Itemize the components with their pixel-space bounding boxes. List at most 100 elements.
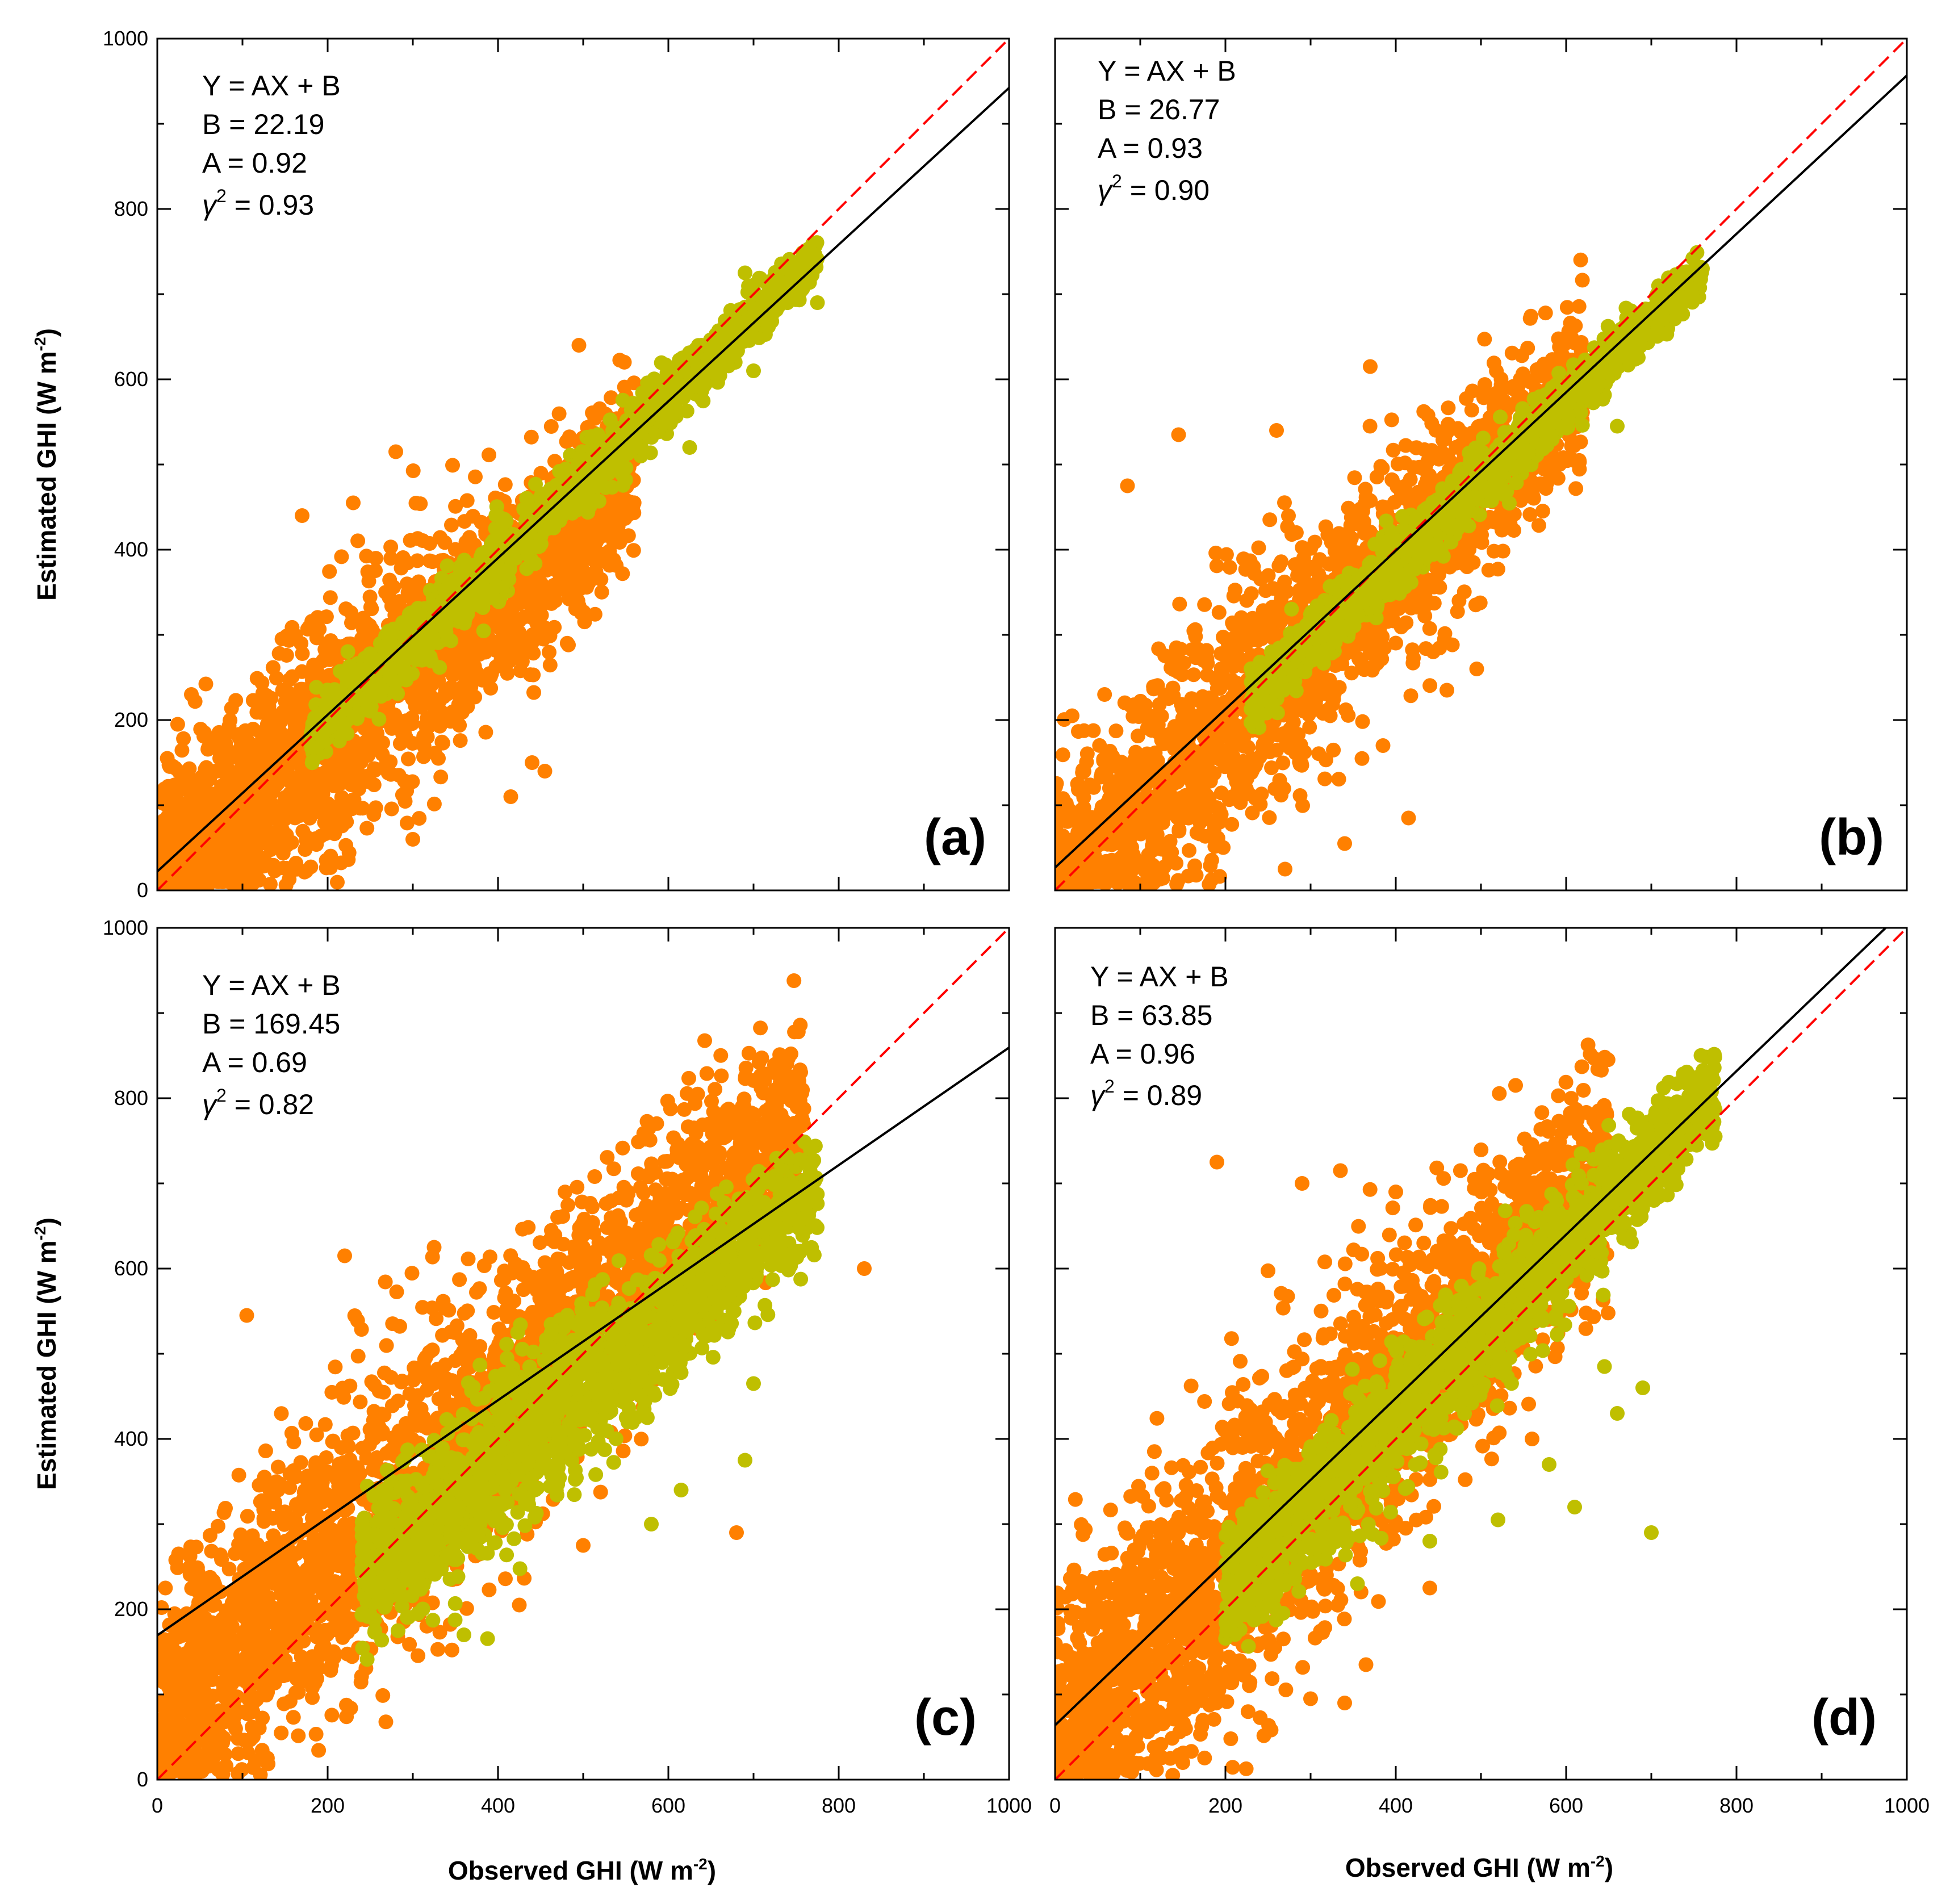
panel-b: Y = AX + B B = 26.77 A = 0.93 γ2 = 0.90 …: [1054, 37, 1908, 892]
plot-area: [1054, 37, 1908, 892]
data-point: [484, 666, 499, 681]
data-point: [367, 763, 382, 778]
data-point: [1477, 332, 1492, 347]
data-point: [415, 533, 430, 548]
data-point: [218, 726, 233, 742]
data-point: [453, 733, 468, 748]
data-point: [330, 874, 345, 890]
data-point: [221, 823, 237, 838]
data-point: [706, 336, 721, 351]
one-to-one-line: [157, 39, 1009, 890]
data-point: [1481, 563, 1496, 578]
data-point: [403, 533, 418, 548]
data-point: [520, 547, 535, 562]
data-point: [418, 718, 433, 733]
data-point: [219, 758, 234, 773]
data-point: [384, 801, 399, 817]
data-point: [294, 636, 309, 651]
data-point: [530, 610, 546, 626]
data-point: [278, 877, 294, 890]
data-point: [271, 767, 286, 782]
data-point: [1328, 658, 1343, 673]
data-point: [361, 574, 376, 589]
data-point: [1355, 714, 1370, 729]
r-squared-superscript: 2: [216, 186, 227, 206]
data-point: [476, 623, 491, 638]
data-point: [1573, 252, 1588, 267]
data-point: [593, 527, 608, 542]
data-point: [187, 877, 202, 890]
data-point: [366, 807, 382, 822]
data-point: [256, 810, 271, 826]
data-point: [388, 444, 403, 459]
data-point: [551, 406, 567, 421]
data-point: [397, 727, 412, 742]
data-point: [416, 749, 431, 764]
data-point: [1386, 442, 1401, 458]
data-point: [477, 589, 492, 605]
data-point: [510, 614, 525, 630]
data-point: [357, 693, 372, 709]
data-point: [1219, 547, 1234, 562]
data-point: [679, 403, 694, 419]
data-point: [292, 744, 307, 759]
data-point: [334, 549, 349, 564]
data-point: [770, 283, 785, 298]
data-point: [568, 601, 583, 617]
data-point: [548, 593, 563, 608]
data-point: [1187, 622, 1203, 637]
data-point: [1317, 771, 1333, 786]
data-point: [370, 685, 386, 701]
data-point: [593, 476, 608, 492]
data-point: [223, 746, 238, 761]
data-point: [341, 852, 356, 867]
data-point: [338, 601, 354, 617]
data-point: [346, 495, 361, 510]
data-point: [196, 807, 211, 822]
data-point: [802, 275, 817, 290]
data-point: [168, 811, 183, 826]
data-point: [560, 574, 575, 589]
data-point: [654, 355, 669, 370]
data-point: [160, 751, 175, 766]
data-point: [696, 394, 711, 409]
data-point: [534, 495, 549, 510]
data-point: [575, 533, 591, 549]
data-point: [1294, 756, 1309, 771]
data-point: [395, 787, 410, 802]
data-point: [1531, 518, 1546, 533]
data-point: [350, 533, 366, 549]
data-point: [350, 770, 365, 785]
data-point: [575, 467, 590, 483]
data-point: [1251, 540, 1266, 555]
data-point: [1575, 273, 1590, 288]
data-point: [476, 644, 492, 659]
data-point: [404, 710, 420, 726]
data-point: [176, 823, 191, 838]
data-point: [682, 440, 697, 455]
data-point: [543, 419, 559, 434]
data-point: [383, 551, 399, 566]
equation-line-2: B = 22.19: [202, 108, 324, 140]
data-point: [394, 560, 409, 576]
data-point: [298, 800, 313, 815]
data-point: [721, 350, 737, 365]
data-point: [261, 797, 277, 813]
data-point: [528, 476, 543, 492]
y-tick-label: 600: [114, 367, 148, 391]
data-point: [594, 584, 609, 600]
data-point: [425, 690, 440, 705]
data-point: [273, 714, 288, 729]
data-point: [431, 673, 446, 688]
data-point: [314, 777, 329, 792]
data-point: [320, 700, 335, 715]
regression-line: [157, 87, 1009, 873]
data-point: [250, 768, 266, 784]
data-point: [810, 295, 825, 310]
data-point: [420, 629, 435, 645]
data-point: [1559, 300, 1575, 315]
data-point: [617, 379, 632, 395]
data-point: [400, 815, 415, 831]
data-point: [450, 658, 466, 673]
